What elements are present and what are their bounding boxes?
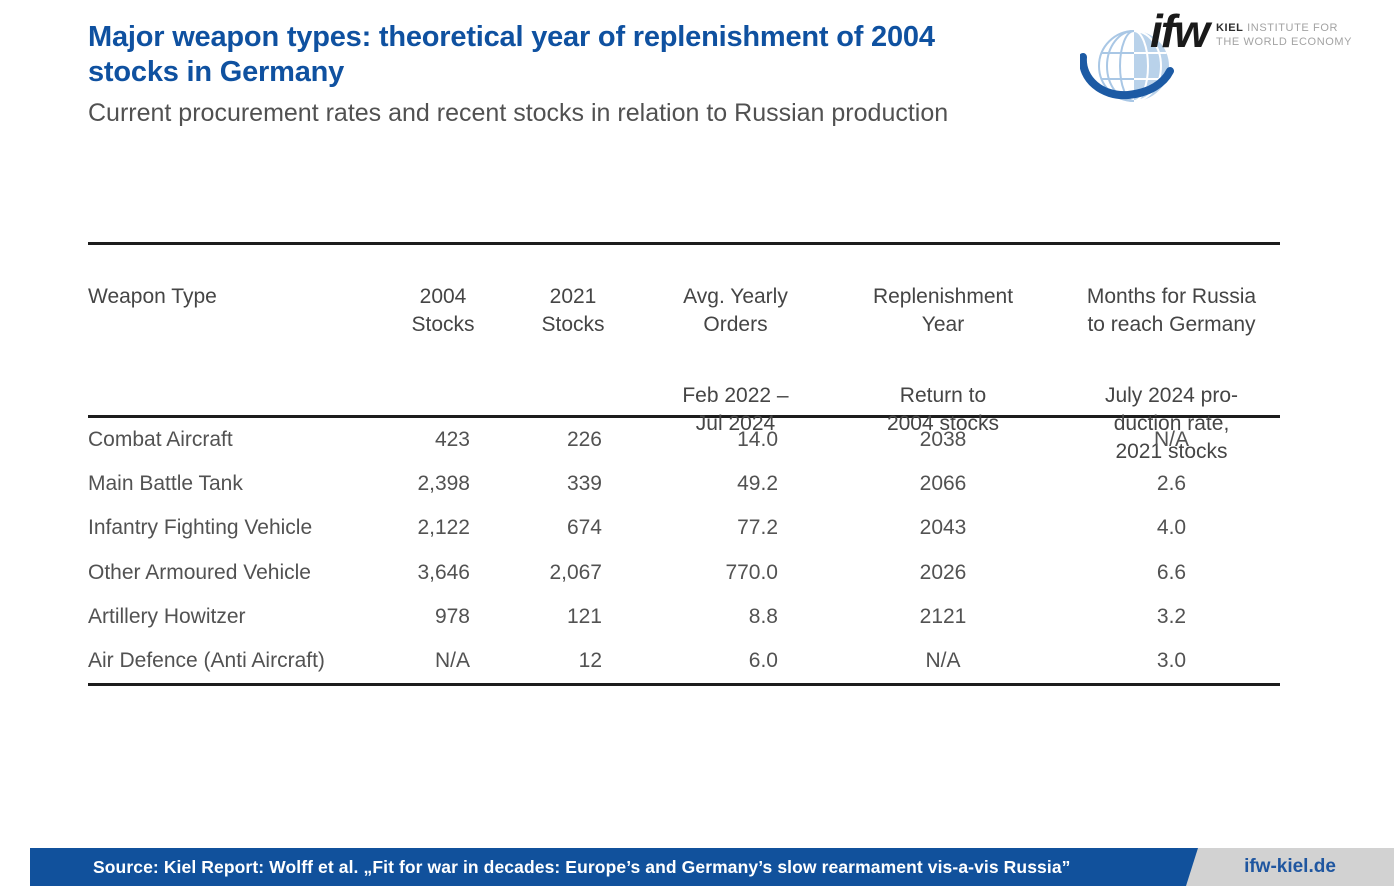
cell-2004: 3,646 xyxy=(417,560,470,584)
cell-orders: 49.2 xyxy=(737,472,778,496)
col-header-weapon-type: Weapon Type xyxy=(88,285,217,308)
cell-2004: 978 xyxy=(434,604,470,628)
cell-weapon: Main Battle Tank xyxy=(88,472,243,496)
cell-2004: 2,398 xyxy=(417,472,470,496)
col-header-2004-stocks: 2004 Stocks xyxy=(411,285,475,336)
page-subtitle: Current procurement rates and recent sto… xyxy=(88,99,949,127)
cell-2021: 12 xyxy=(578,648,602,672)
footer-source-text: Source: Kiel Report: Wolff et al. „Fit f… xyxy=(93,856,1071,877)
table-rule-mid xyxy=(88,415,1280,418)
cell-months: 3.2 xyxy=(1156,604,1187,628)
cell-2021: 2,067 xyxy=(549,560,602,584)
cell-2021: 121 xyxy=(566,604,602,628)
cell-2021: 339 xyxy=(566,472,602,496)
logo-text: KIEL INSTITUTE FOR THE WORLD ECONOMY xyxy=(1216,21,1352,49)
cell-months: 6.6 xyxy=(1156,560,1187,584)
cell-replenish: 2043 xyxy=(919,516,967,540)
cell-weapon: Infantry Fighting Vehicle xyxy=(88,516,313,540)
swoosh-icon xyxy=(1080,53,1174,100)
cell-2004: N/A xyxy=(434,648,470,672)
table-row: Air Defence (Anti Aircraft) N/A 12 6.0 N… xyxy=(88,639,1280,683)
cell-2021: 226 xyxy=(566,428,602,452)
cell-replenish: N/A xyxy=(925,648,961,672)
footer-source-bar: Source: Kiel Report: Wolff et al. „Fit f… xyxy=(30,848,1198,886)
table-rule-bottom xyxy=(88,682,1280,686)
cell-2021: 674 xyxy=(566,516,602,540)
cell-months: 4.0 xyxy=(1156,516,1187,540)
table-row: Other Armoured Vehicle 3,646 2,067 770.0… xyxy=(88,550,1280,594)
cell-weapon: Artillery Howitzer xyxy=(88,604,246,628)
logo-world-economy: THE WORLD ECONOMY xyxy=(1216,36,1353,48)
cell-months: 3.0 xyxy=(1156,648,1187,672)
cell-weapon: Other Armoured Vehicle xyxy=(88,560,311,584)
table-row: Main Battle Tank 2,398 339 49.2 2066 2.6 xyxy=(88,462,1280,506)
cell-replenish: 2026 xyxy=(919,560,967,584)
page-title: Major weapon types: theoretical year of … xyxy=(88,21,935,88)
cell-months: 2.6 xyxy=(1156,472,1187,496)
logo-institute-for: INSTITUTE FOR xyxy=(1243,22,1339,34)
cell-replenish: 2066 xyxy=(919,472,967,496)
cell-orders: 77.2 xyxy=(737,516,778,540)
cell-orders: 770.0 xyxy=(725,560,778,584)
globe-icon xyxy=(1080,30,1174,102)
cell-orders: 8.8 xyxy=(748,604,778,628)
col-header-replenishment-year: Replenishment Year Return to 2004 stocks xyxy=(872,285,1014,435)
cell-2004: 2,122 xyxy=(417,516,470,540)
footer-website-box: ifw-kiel.de xyxy=(1186,848,1394,886)
replenishment-table: Weapon Type 2004 Stocks 2021 Stocks Avg.… xyxy=(88,242,1280,686)
cell-weapon: Combat Aircraft xyxy=(88,428,233,452)
col-header-2021-stocks: 2021 Stocks xyxy=(541,285,605,336)
table-row: Combat Aircraft 423 226 14.0 2038 N/A xyxy=(88,418,1280,462)
cell-months: N/A xyxy=(1153,428,1189,452)
table-body: Combat Aircraft 423 226 14.0 2038 N/A Ma… xyxy=(88,418,1280,683)
table-header-row: Weapon Type 2004 Stocks 2021 Stocks Avg.… xyxy=(88,245,1280,463)
cell-replenish: 2038 xyxy=(919,428,967,452)
cell-2004: 423 xyxy=(434,428,470,452)
cell-weapon: Air Defence (Anti Aircraft) xyxy=(88,648,325,672)
cell-orders: 6.0 xyxy=(748,648,778,672)
col-header-avg-yearly-orders: Avg. Yearly Orders Feb 2022 – Jul 2024 xyxy=(682,285,789,435)
footer-website-link[interactable]: ifw-kiel.de xyxy=(1244,856,1336,877)
ifw-kiel-logo: ifw KIEL INSTITUTE FOR THE WORLD ECONOMY xyxy=(1080,5,1400,112)
logo-wordmark: ifw xyxy=(1150,5,1210,57)
table-rule-top xyxy=(88,242,1280,245)
col-header-months-russia: Months for Russia to reach Germany July … xyxy=(1086,285,1257,463)
logo-kiel: KIEL xyxy=(1216,22,1244,34)
cell-orders: 14.0 xyxy=(737,428,778,452)
table-row: Infantry Fighting Vehicle 2,122 674 77.2… xyxy=(88,506,1280,550)
table-row: Artillery Howitzer 978 121 8.8 2121 3.2 xyxy=(88,595,1280,639)
cell-replenish: 2121 xyxy=(919,604,967,628)
